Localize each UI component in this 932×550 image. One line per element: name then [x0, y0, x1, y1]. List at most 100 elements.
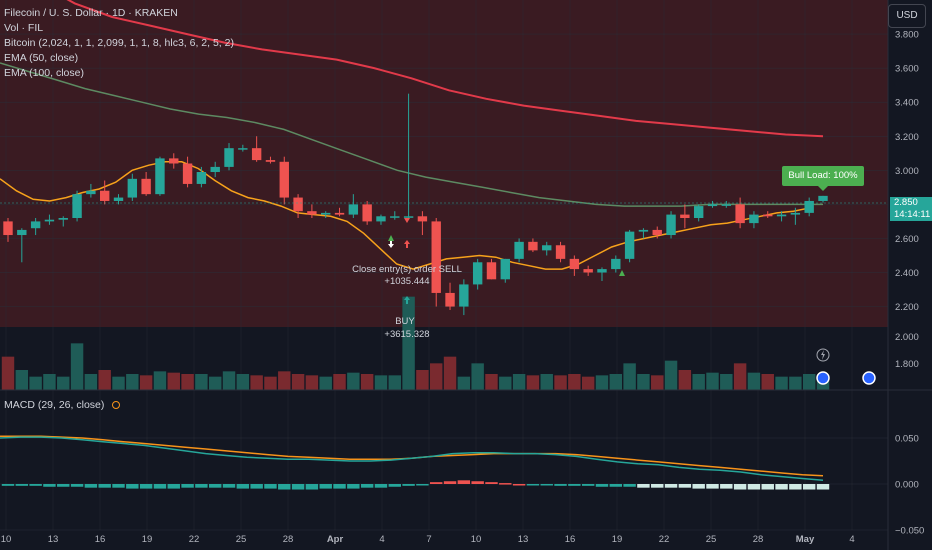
macd-histogram-bar [139, 484, 153, 489]
volume-bar [581, 376, 595, 390]
buy-triangle-icon [388, 235, 394, 241]
macd-histogram-bar [664, 484, 678, 488]
candle-body [403, 216, 414, 218]
macd-histogram-bar [70, 484, 84, 487]
candle-body [804, 200, 814, 213]
candle-body [99, 190, 110, 201]
earnings-icon[interactable] [816, 371, 830, 385]
candle-body [431, 221, 441, 293]
price-tick-label: 3.800 [895, 30, 919, 41]
macd-histogram-bar [692, 484, 705, 489]
volume-bars [1, 296, 830, 390]
candle-body [500, 258, 510, 280]
volume-bar [360, 374, 374, 390]
volume-bar [333, 374, 346, 390]
volume-bar [595, 375, 609, 390]
event-icon[interactable] [862, 371, 876, 385]
candle-body [210, 166, 220, 173]
volume-bar [195, 374, 208, 390]
volume-bar [430, 363, 443, 390]
macd-histogram-bar [733, 484, 747, 490]
macd-main-line [0, 436, 824, 482]
volume-bar [98, 370, 111, 390]
price-axis[interactable]: 3.8003.6003.4003.2003.0002.8002.6002.400… [895, 30, 924, 537]
macd-histogram-bar [250, 484, 263, 489]
currency-button[interactable]: USD [888, 4, 926, 28]
volume-bar [526, 375, 540, 390]
countdown-tag: 14:14:11 [890, 209, 932, 221]
volume-bar [471, 363, 484, 390]
ema100-legend[interactable]: EMA (100, close) [4, 67, 84, 79]
candle-body [238, 148, 248, 150]
candle-body [58, 218, 68, 220]
macd-histogram-bar [526, 484, 540, 486]
volume-bar [651, 375, 664, 390]
macd-tick-label: −0.050 [895, 526, 924, 537]
volume-bar [692, 374, 705, 390]
volume-bar [706, 372, 719, 390]
candle-body [680, 214, 690, 218]
sell-arrow-icon [404, 240, 410, 248]
volume-bar [609, 374, 623, 390]
ema50-line [0, 62, 823, 207]
macd-histogram-bar [761, 484, 774, 490]
date-tick-label: 19 [142, 534, 153, 545]
candle-body [141, 178, 151, 195]
macd-histogram-bar [222, 484, 236, 488]
candle-body [279, 161, 289, 198]
macd-histogram-bar [43, 484, 56, 487]
volume-bar [416, 370, 429, 390]
macd-histogram-bar [126, 484, 139, 489]
volume-bar [208, 376, 222, 390]
candle-body [265, 160, 276, 162]
macd-histogram-bar [499, 483, 512, 485]
date-tick-label: 13 [518, 534, 529, 545]
volume-bar [1, 356, 15, 390]
macd-histogram-bar [57, 484, 70, 487]
macd-histogram-bar [471, 481, 484, 484]
macd-histogram-bar [554, 484, 567, 486]
volume-bar [57, 376, 70, 390]
volume-bar [153, 371, 167, 390]
macd-histogram-bar [305, 484, 319, 490]
macd-histogram-bar [98, 484, 111, 488]
macd-histogram-bar [347, 484, 360, 489]
macd-histogram-bar [637, 484, 650, 488]
date-axis[interactable]: 10 13 16 19 22 25 28 Apr 4 7 10 13 16 19 22 25 28 May 4 [1, 534, 855, 545]
candle-body [307, 211, 317, 215]
date-tick-label: 25 [706, 534, 717, 545]
ema50-legend[interactable]: EMA (50, close) [4, 52, 79, 64]
macd-legend[interactable]: MACD (29, 26, close) [4, 399, 121, 411]
volume-bar [678, 370, 692, 390]
price-tick-label: 2.600 [895, 234, 919, 245]
macd-legend-label: MACD (29, 26, close) [4, 399, 105, 411]
volume-bar [167, 372, 180, 390]
candle-body [638, 229, 649, 232]
candle-body [763, 214, 773, 217]
lightning-icon[interactable] [816, 348, 830, 362]
macd-histogram-bar [112, 484, 125, 488]
volume-bar [637, 374, 650, 390]
candle-body [569, 258, 580, 270]
candle-body [597, 269, 607, 273]
volume-bar [139, 375, 153, 390]
lightning-glyph-icon [821, 350, 825, 360]
date-tick-label: 22 [659, 534, 670, 545]
candle-body [790, 212, 801, 215]
macd-histogram-bar [388, 484, 401, 487]
macd-histogram-bar [816, 484, 830, 490]
volume-bar [15, 370, 29, 390]
candle-body [362, 204, 372, 222]
symbol-title[interactable]: Filecoin / U. S. Dollar · 1D · KRAKEN [4, 7, 178, 19]
macd-histogram-bar [374, 484, 388, 488]
volume-legend[interactable]: Vol · FIL [4, 22, 44, 34]
date-tick-label: May [796, 534, 815, 545]
macd-histogram-bar [195, 484, 208, 488]
candle-body [611, 258, 621, 270]
ema50-path [0, 62, 823, 207]
candle-body [334, 212, 345, 215]
volume-tick-label: 2.000 [895, 332, 919, 343]
volume-bar [29, 376, 42, 390]
indicator-legend[interactable]: Bitcoin (2,024, 1, 1, 2,099, 1, 1, 8, hl… [4, 37, 234, 49]
